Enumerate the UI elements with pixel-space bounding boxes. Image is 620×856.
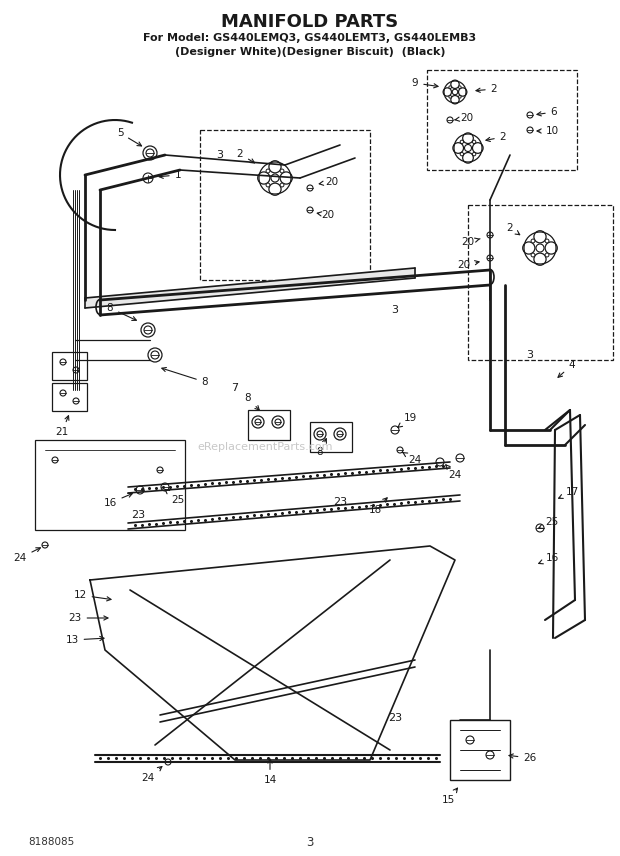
Text: 5: 5 xyxy=(117,128,141,146)
Circle shape xyxy=(266,183,270,187)
Text: 24: 24 xyxy=(14,548,40,563)
Text: 2: 2 xyxy=(476,84,497,94)
Text: 21: 21 xyxy=(55,416,69,437)
Text: 24: 24 xyxy=(141,767,162,783)
Text: 20: 20 xyxy=(319,177,339,187)
Text: 15: 15 xyxy=(441,788,458,805)
Text: 24: 24 xyxy=(403,453,422,465)
Circle shape xyxy=(545,253,549,257)
Text: 14: 14 xyxy=(264,759,277,785)
Text: 25: 25 xyxy=(165,490,185,505)
Circle shape xyxy=(459,86,461,88)
Text: 17: 17 xyxy=(559,487,578,498)
Bar xyxy=(200,130,370,280)
Bar xyxy=(248,410,290,440)
Text: 16: 16 xyxy=(539,553,559,564)
Circle shape xyxy=(449,96,451,98)
Circle shape xyxy=(280,169,284,173)
Text: 1: 1 xyxy=(159,170,181,180)
Text: 8: 8 xyxy=(317,438,326,457)
Circle shape xyxy=(460,140,464,144)
Text: 3: 3 xyxy=(216,150,223,160)
Text: 20: 20 xyxy=(317,210,335,220)
Text: 26: 26 xyxy=(509,753,537,763)
Text: 6: 6 xyxy=(537,107,557,117)
Text: 18: 18 xyxy=(368,498,387,515)
Text: 19: 19 xyxy=(398,413,417,427)
Text: 24: 24 xyxy=(446,465,462,480)
Text: 9: 9 xyxy=(412,78,438,88)
Circle shape xyxy=(280,183,284,187)
Circle shape xyxy=(472,140,476,144)
Text: 8: 8 xyxy=(162,367,208,387)
Text: 10: 10 xyxy=(537,126,559,136)
Bar xyxy=(427,70,577,170)
Circle shape xyxy=(460,152,464,156)
Text: 23: 23 xyxy=(333,497,347,507)
Text: 8: 8 xyxy=(107,303,136,320)
Text: eReplacementParts.com: eReplacementParts.com xyxy=(197,442,333,452)
Text: 3: 3 xyxy=(391,305,399,315)
Text: 13: 13 xyxy=(65,635,104,645)
Circle shape xyxy=(449,86,451,88)
Text: 12: 12 xyxy=(73,590,111,601)
Text: 2: 2 xyxy=(486,132,507,142)
Circle shape xyxy=(531,239,535,243)
Text: 20: 20 xyxy=(461,237,480,247)
Text: 25: 25 xyxy=(539,517,559,528)
Text: 4: 4 xyxy=(558,360,575,377)
Text: (Designer White)(Designer Biscuit)  (Black): (Designer White)(Designer Biscuit) (Blac… xyxy=(175,47,445,57)
Circle shape xyxy=(459,96,461,98)
Text: 23: 23 xyxy=(131,510,145,520)
Bar xyxy=(468,205,613,360)
Circle shape xyxy=(545,239,549,243)
Polygon shape xyxy=(85,268,415,308)
Text: 8: 8 xyxy=(245,393,259,410)
Text: 20: 20 xyxy=(454,113,474,123)
Text: For Model: GS440LEMQ3, GS440LEMT3, GS440LEMB3: For Model: GS440LEMQ3, GS440LEMT3, GS440… xyxy=(143,33,477,43)
Bar xyxy=(310,422,352,452)
Text: MANIFOLD PARTS: MANIFOLD PARTS xyxy=(221,13,399,31)
Text: 20: 20 xyxy=(458,260,479,270)
Text: 2: 2 xyxy=(507,223,520,235)
Text: 3: 3 xyxy=(306,835,314,848)
Circle shape xyxy=(531,253,535,257)
Circle shape xyxy=(472,152,476,156)
Text: 23: 23 xyxy=(68,613,108,623)
Text: 7: 7 xyxy=(231,383,239,393)
Text: 23: 23 xyxy=(388,713,402,723)
Text: 8188085: 8188085 xyxy=(28,837,74,847)
Text: 16: 16 xyxy=(104,493,132,508)
Text: 3: 3 xyxy=(526,350,533,360)
Circle shape xyxy=(266,169,270,173)
Bar xyxy=(52,383,87,411)
Bar xyxy=(52,352,87,380)
Text: 2: 2 xyxy=(237,149,255,163)
